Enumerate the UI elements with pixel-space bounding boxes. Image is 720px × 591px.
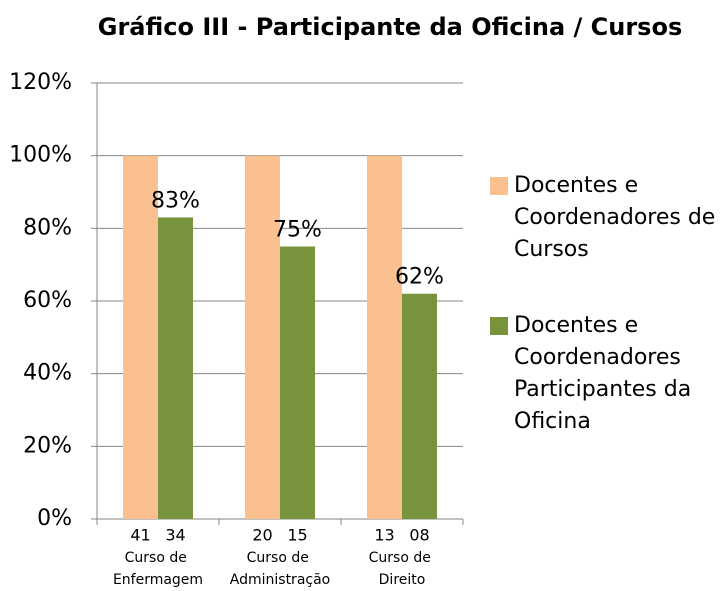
data-label: 62% <box>395 265 444 290</box>
bar <box>123 155 158 519</box>
y-tick-label: 80% <box>23 215 72 240</box>
y-tick-label: 60% <box>23 288 72 313</box>
y-tick-label: 0% <box>37 506 72 531</box>
y-tick-label: 100% <box>9 143 72 168</box>
legend-label: Docentes e Coordenadores Participantes d… <box>514 313 698 434</box>
bar <box>245 155 280 519</box>
data-label: 75% <box>273 218 322 243</box>
legend-label: Docentes e Coordenadores de Cursos <box>514 173 720 262</box>
bar-count: 34 <box>165 526 185 545</box>
y-tick-label: 120% <box>9 70 72 95</box>
y-tick-label: 20% <box>23 433 72 458</box>
bar-count: 15 <box>287 526 307 545</box>
legend-swatch <box>490 317 508 335</box>
y-tick-label: 40% <box>23 361 72 386</box>
chart-title: Gráfico III - Participante da Oficina / … <box>98 13 682 41</box>
x-tick-label: Curso de Direito <box>369 550 436 588</box>
bar-count: 13 <box>374 526 394 545</box>
bar-count: 41 <box>130 526 150 545</box>
x-tick-label: Curso de Enfermagem <box>113 550 203 588</box>
legend-swatch <box>490 177 508 195</box>
data-label: 83% <box>151 188 200 213</box>
bar <box>280 246 315 519</box>
bar-count: 08 <box>409 526 429 545</box>
x-tick-label: Curso de Administração <box>230 550 330 588</box>
bar <box>367 155 402 519</box>
bar <box>158 217 193 519</box>
bar-count: 20 <box>252 526 272 545</box>
bar <box>402 293 437 519</box>
